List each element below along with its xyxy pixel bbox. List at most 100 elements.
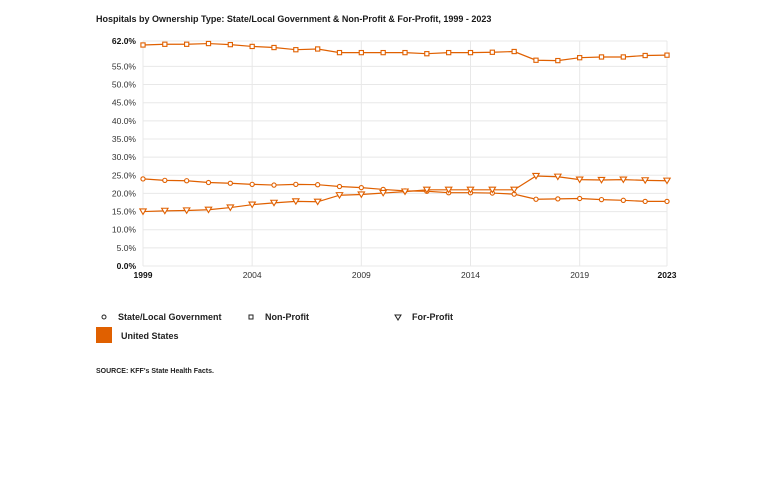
data-point[interactable] xyxy=(511,48,517,55)
data-point[interactable] xyxy=(140,176,146,182)
data-point[interactable] xyxy=(642,198,648,205)
x-tick-label: 2014 xyxy=(461,270,480,280)
data-point[interactable] xyxy=(205,179,212,186)
data-point[interactable] xyxy=(400,188,410,196)
data-point[interactable] xyxy=(227,41,233,48)
data-point[interactable] xyxy=(226,204,235,212)
chart-title: Hospitals by Ownership Type: State/Local… xyxy=(96,14,492,24)
data-point[interactable] xyxy=(467,49,474,56)
legend-item-state-local[interactable]: State/Local Government xyxy=(100,312,222,322)
data-point[interactable] xyxy=(315,46,321,52)
data-point[interactable] xyxy=(313,198,322,206)
data-point[interactable] xyxy=(598,54,605,60)
series-lines xyxy=(138,40,672,216)
data-point[interactable] xyxy=(444,186,453,194)
triangle-down-marker-icon xyxy=(394,314,402,321)
data-point[interactable] xyxy=(424,51,430,57)
x-tick-label: 2023 xyxy=(658,270,677,280)
legend-item-non-profit[interactable]: Non-Profit xyxy=(247,312,309,322)
data-point[interactable] xyxy=(446,49,452,56)
data-point[interactable] xyxy=(335,192,344,200)
series-for-profit xyxy=(138,172,672,216)
legend-label-state-local: State/Local Government xyxy=(118,312,222,322)
legend-item-location[interactable]: United States xyxy=(96,327,179,344)
data-point[interactable] xyxy=(422,186,431,194)
legend-label-non-profit: Non-Profit xyxy=(265,312,309,322)
data-point[interactable] xyxy=(249,43,255,50)
data-point[interactable] xyxy=(162,41,168,47)
data-point[interactable] xyxy=(533,57,539,63)
series-non-profit xyxy=(140,40,670,64)
y-tick-label: 62.0% xyxy=(112,36,137,46)
y-tick-label: 15.0% xyxy=(112,207,137,217)
data-point[interactable] xyxy=(402,49,408,56)
data-point[interactable] xyxy=(293,181,299,187)
data-point[interactable] xyxy=(182,207,191,215)
data-point[interactable] xyxy=(531,172,541,180)
data-point[interactable] xyxy=(160,207,169,215)
x-axis: 1999 2004 2009 2014 2019 2023 xyxy=(134,270,677,280)
data-point[interactable] xyxy=(204,206,213,214)
y-tick-label: 45.0% xyxy=(112,98,137,108)
data-point[interactable] xyxy=(598,196,605,203)
data-point[interactable] xyxy=(184,41,190,47)
source-note: SOURCE: KFF's State Health Facts. xyxy=(96,368,214,375)
legend-label-for-profit: For-Profit xyxy=(412,312,453,322)
data-point[interactable] xyxy=(248,201,257,209)
data-point[interactable] xyxy=(379,189,388,197)
data-point[interactable] xyxy=(138,208,148,216)
data-point[interactable] xyxy=(271,44,277,51)
data-point[interactable] xyxy=(184,178,190,184)
legend-label-location: United States xyxy=(121,330,179,341)
data-point[interactable] xyxy=(619,176,628,184)
data-point[interactable] xyxy=(489,49,495,55)
data-point[interactable] xyxy=(488,186,497,194)
data-point[interactable] xyxy=(336,183,343,190)
data-point[interactable] xyxy=(575,176,584,184)
data-point[interactable] xyxy=(577,55,583,61)
x-tick-label: 2004 xyxy=(243,270,262,280)
y-axis: 0.0% 5.0% 10.0% 15.0% 20.0% 25.0% 30.0% 35.0% 40… xyxy=(112,36,137,271)
y-tick-label: 35.0% xyxy=(112,134,137,144)
data-point[interactable] xyxy=(466,186,475,194)
x-tick-label: 2019 xyxy=(570,270,589,280)
y-tick-label: 30.0% xyxy=(112,152,137,162)
data-point[interactable] xyxy=(336,49,343,56)
data-point[interactable] xyxy=(577,195,583,202)
data-point[interactable] xyxy=(597,176,606,184)
data-point[interactable] xyxy=(291,198,300,206)
y-tick-label: 55.0% xyxy=(112,61,137,71)
data-point[interactable] xyxy=(315,182,321,188)
data-point[interactable] xyxy=(140,42,146,48)
data-point[interactable] xyxy=(662,177,672,185)
legend-item-for-profit[interactable]: For-Profit xyxy=(394,312,453,322)
data-point[interactable] xyxy=(357,191,366,199)
data-point[interactable] xyxy=(533,196,539,202)
data-point[interactable] xyxy=(358,49,364,56)
data-point[interactable] xyxy=(664,52,670,58)
y-tick-label: 10.0% xyxy=(112,225,137,235)
data-point[interactable] xyxy=(358,184,364,191)
data-point[interactable] xyxy=(205,40,212,47)
data-point[interactable] xyxy=(553,173,562,181)
data-point[interactable] xyxy=(555,57,561,64)
data-point[interactable] xyxy=(641,177,650,185)
y-tick-label: 20.0% xyxy=(112,188,137,198)
data-point[interactable] xyxy=(510,186,519,194)
data-point[interactable] xyxy=(293,47,299,53)
data-point[interactable] xyxy=(227,180,233,186)
data-point[interactable] xyxy=(642,52,648,59)
data-point[interactable] xyxy=(271,182,277,188)
y-tick-label: 0.0% xyxy=(117,261,137,271)
data-point[interactable] xyxy=(269,199,279,207)
data-point[interactable] xyxy=(162,177,168,184)
data-point[interactable] xyxy=(664,198,670,205)
circle-marker-icon xyxy=(101,314,107,320)
data-point[interactable] xyxy=(380,49,386,56)
y-tick-label: 50.0% xyxy=(112,80,137,90)
data-point[interactable] xyxy=(249,181,255,187)
data-point[interactable] xyxy=(620,197,626,203)
data-point[interactable] xyxy=(555,196,561,202)
data-point[interactable] xyxy=(620,54,626,60)
